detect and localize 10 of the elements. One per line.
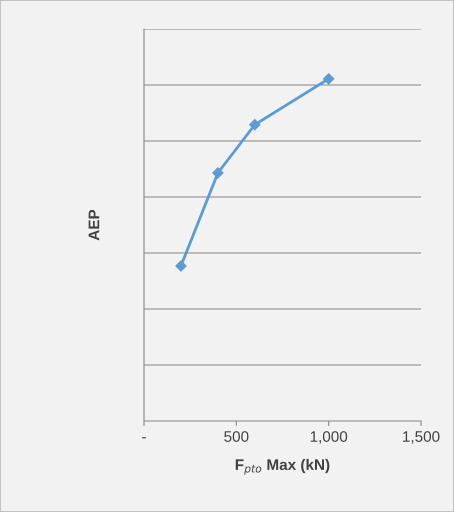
y-axis-title: AEP (88, 210, 100, 240)
point (323, 73, 334, 84)
x-tick-label: 1,500 (403, 431, 440, 444)
x-axis-title: F$_{pto}$ Max (kN) (236, 458, 330, 475)
point (175, 260, 187, 272)
point (249, 119, 260, 130)
point (212, 167, 224, 179)
x-tick-label: - (142, 437, 146, 438)
x-tick-label: 1,000 (310, 431, 348, 444)
x-tick-label: 500 (224, 431, 248, 442)
